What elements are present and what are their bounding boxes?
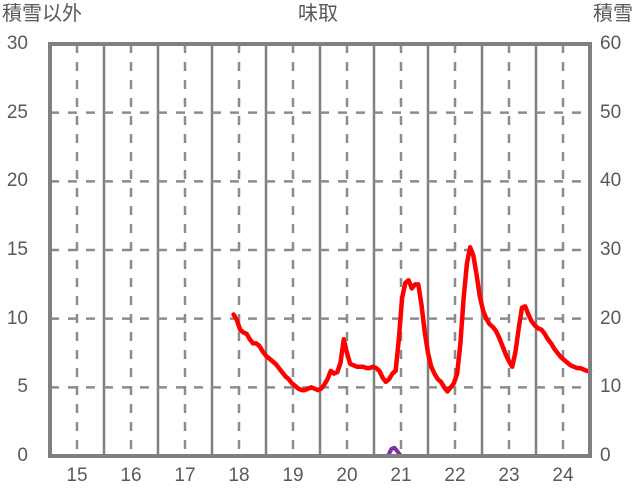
y-axis-tick-label: 10 [6,307,28,329]
x-axis-tick-label: 23 [498,465,520,486]
y-axis-tick-label: 20 [6,170,28,192]
y2-axis-tick-label: 0 [600,445,611,466]
y-axis-tick-label: 0 [17,445,28,466]
left-axis-title: 積雪以外 [2,3,82,25]
x-axis-tick-label: 18 [228,465,250,486]
y-axis-tick-label: 15 [6,239,28,260]
y2-axis-tick-label: 30 [600,239,622,260]
x-axis-tick-label: 15 [66,465,88,486]
y2-axis-tick-label: 50 [600,101,622,123]
x-axis-tick-label: 21 [390,465,412,486]
x-axis-tick-label: 24 [552,465,574,486]
y-axis-tick-label: 5 [17,376,28,398]
y2-axis-tick-label: 20 [600,307,622,329]
x-axis-tick-label: 19 [282,465,304,486]
x-axis-tick-label: 22 [444,465,466,486]
y2-axis-tick-label: 60 [600,33,622,54]
x-axis-tick-label: 17 [174,465,196,486]
x-axis-tick-label: 20 [336,465,358,486]
right-axis-title: 積雪 [593,3,633,25]
y2-axis-tick-label: 40 [600,170,622,192]
y2-axis-tick-label: 10 [600,376,622,398]
x-axis-tick-label: 16 [120,465,142,486]
y-axis-tick-label: 30 [6,33,28,54]
y-axis-tick-label: 25 [6,101,28,123]
series-line-non-snow [231,245,593,394]
chart-title: 味取 [298,3,338,25]
